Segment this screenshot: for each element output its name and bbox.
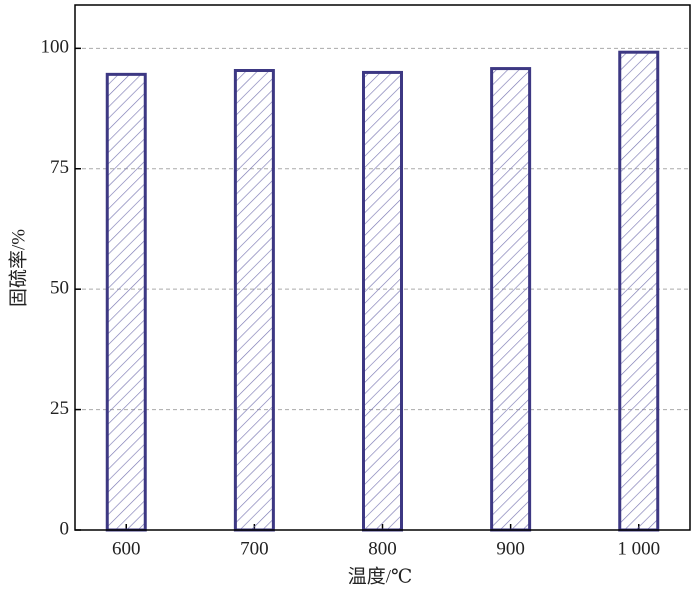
bar	[618, 50, 660, 532]
y-tick-label: 50	[50, 278, 69, 299]
plot-frame	[74, 4, 691, 531]
y-tick-label: 100	[41, 37, 70, 58]
y-tick-label: 25	[50, 398, 69, 419]
bar	[233, 69, 275, 532]
x-tick-label: 600	[112, 538, 141, 559]
y-tick-label: 75	[50, 157, 69, 178]
bar	[490, 67, 532, 532]
x-tick-label: 800	[368, 538, 397, 559]
x-tick-label: 700	[240, 538, 269, 559]
x-axis-label: 温度/℃	[348, 565, 413, 587]
y-axis-label: 固硫率/%	[7, 229, 29, 307]
x-tick-label: 900	[496, 538, 525, 559]
bar	[105, 72, 147, 532]
y-tick-label: 0	[60, 518, 70, 539]
x-tick-label: 1 000	[617, 538, 660, 559]
bar	[362, 70, 403, 532]
